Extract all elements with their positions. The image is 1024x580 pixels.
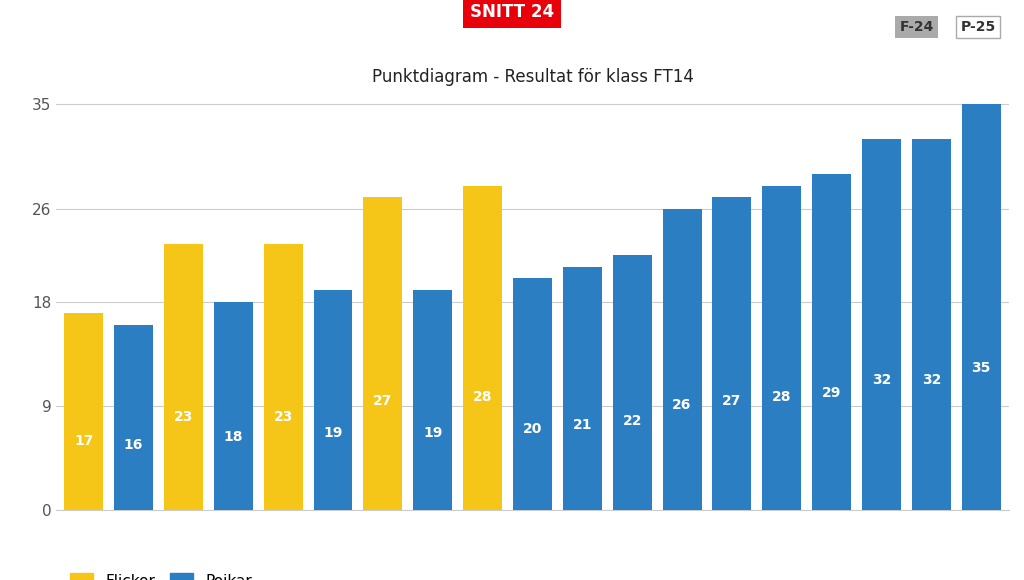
Text: 22: 22 <box>623 414 642 428</box>
Bar <box>313 290 352 510</box>
Bar <box>762 186 801 510</box>
Text: 19: 19 <box>423 426 442 440</box>
Bar <box>663 209 701 510</box>
Bar <box>713 197 752 510</box>
Text: 28: 28 <box>772 390 792 404</box>
Bar <box>364 197 402 510</box>
Text: SNITT 24: SNITT 24 <box>470 3 554 21</box>
Legend: Flickor, Pojkar: Flickor, Pojkar <box>63 567 258 580</box>
Bar <box>264 244 303 510</box>
Bar <box>513 278 552 510</box>
Bar <box>962 104 1000 510</box>
Text: 32: 32 <box>922 374 941 387</box>
Text: 26: 26 <box>673 398 692 412</box>
Text: 23: 23 <box>174 410 194 424</box>
Bar <box>164 244 203 510</box>
Bar <box>114 325 153 510</box>
Text: 20: 20 <box>523 422 542 436</box>
Bar <box>812 174 851 510</box>
Text: 19: 19 <box>324 426 343 440</box>
Text: 29: 29 <box>822 386 842 400</box>
Text: 32: 32 <box>871 374 891 387</box>
Text: 16: 16 <box>124 438 143 452</box>
Text: 17: 17 <box>74 434 93 448</box>
Text: 27: 27 <box>722 394 741 408</box>
Bar <box>414 290 453 510</box>
Text: 35: 35 <box>972 361 991 375</box>
Bar <box>214 302 253 510</box>
Text: 28: 28 <box>473 390 493 404</box>
Text: 27: 27 <box>373 394 392 408</box>
Bar <box>463 186 502 510</box>
Bar <box>65 313 103 510</box>
Bar <box>912 139 951 510</box>
Bar <box>862 139 901 510</box>
Text: 18: 18 <box>223 430 243 444</box>
Text: 21: 21 <box>572 418 592 432</box>
Bar <box>612 255 651 510</box>
Title: Punktdiagram - Resultat för klass FT14: Punktdiagram - Resultat för klass FT14 <box>372 68 693 86</box>
Text: F-24: F-24 <box>899 20 934 34</box>
Text: P-25: P-25 <box>961 20 995 34</box>
Bar <box>563 267 602 510</box>
Text: 23: 23 <box>273 410 293 424</box>
